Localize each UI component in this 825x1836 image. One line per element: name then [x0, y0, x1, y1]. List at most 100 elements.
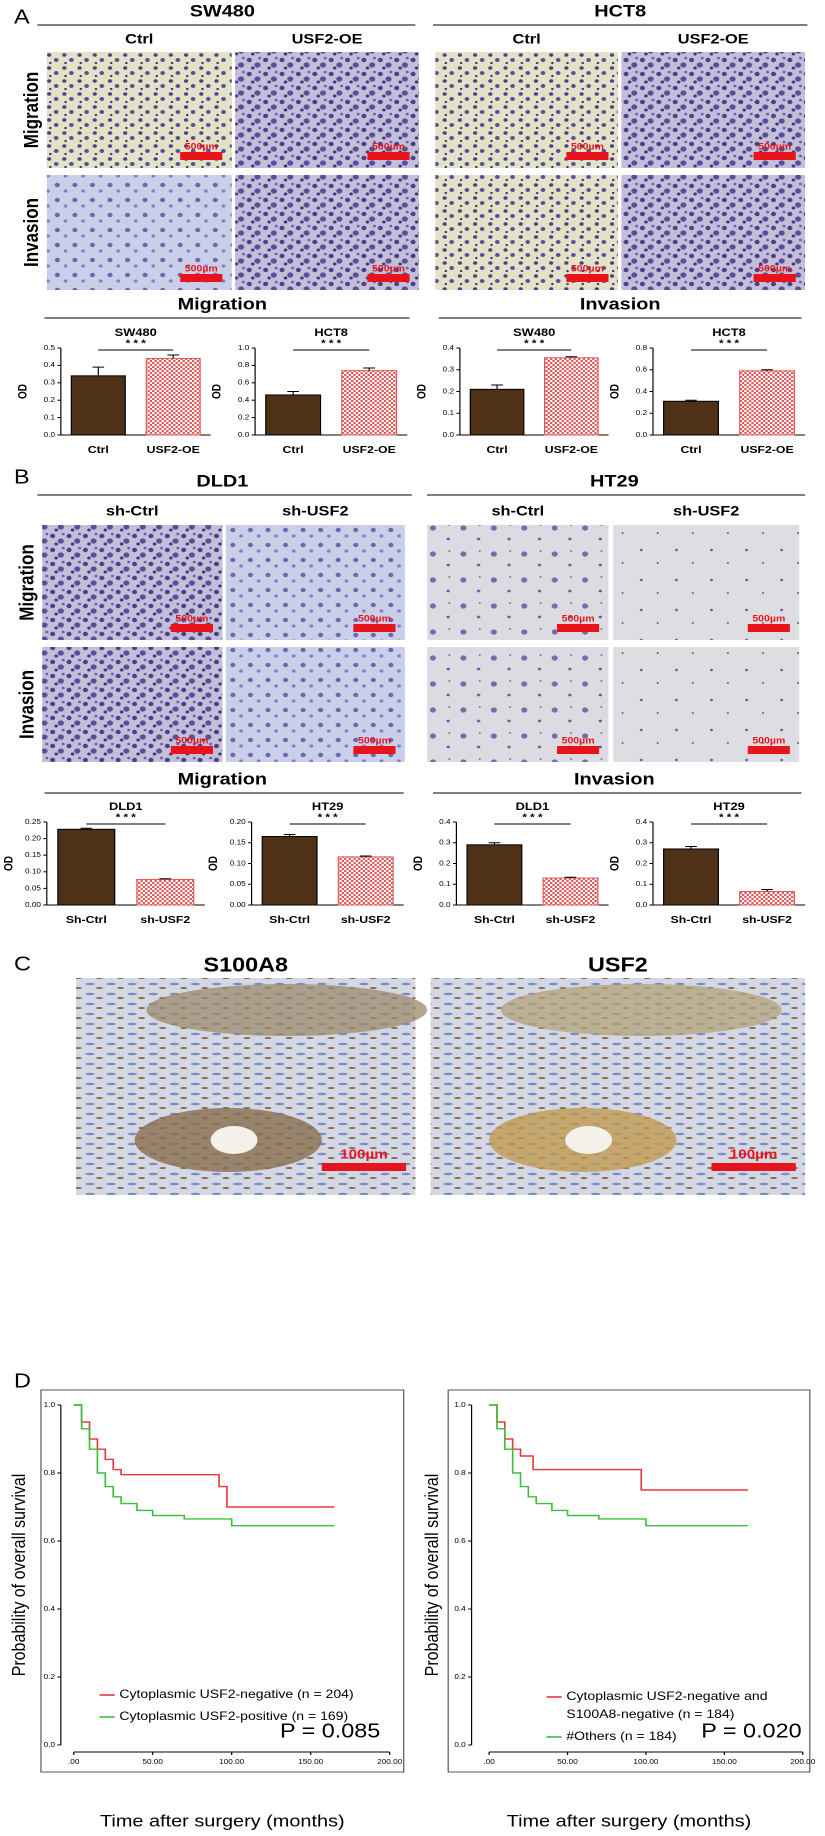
x-tick-label: 150.00 — [298, 1757, 323, 1765]
bar — [57, 828, 116, 906]
error-bar — [283, 833, 296, 837]
scale-bar-label: 500µm — [758, 142, 791, 152]
micrograph — [225, 525, 405, 640]
category-label: sh-USF2 — [546, 915, 596, 926]
scale-bar — [180, 274, 223, 282]
y-tick-label: 0.4 — [636, 817, 648, 825]
scale-bar — [753, 152, 796, 160]
y-tick-label: 0.3 — [636, 838, 647, 846]
y-tick-label: 0.3 — [439, 838, 450, 846]
chart-title: DLD1 — [516, 800, 550, 813]
y-tick-label: 0.4 — [439, 817, 451, 825]
y-tick-label: 0.1 — [636, 880, 647, 888]
error-bar — [167, 354, 180, 359]
stain-title: USF2 — [588, 953, 648, 976]
bar — [337, 856, 394, 906]
error-bar — [488, 842, 501, 845]
y-tick-label: 0.8 — [44, 1468, 55, 1476]
y-tick-label: 0.1 — [44, 413, 55, 421]
bar — [265, 394, 322, 436]
bar — [739, 370, 796, 436]
chart-title: HCT8 — [314, 326, 348, 339]
x-tick-label: 200.00 — [377, 1757, 402, 1765]
panel-label: A — [14, 5, 30, 28]
micrograph — [225, 647, 405, 762]
cell-line-header: HT29 — [590, 471, 639, 490]
scale-bar-label: 500µm — [175, 736, 208, 746]
micrograph — [46, 52, 232, 168]
y-tick-label: 1.0 — [454, 1400, 465, 1408]
y-tick-label: 0.3 — [443, 365, 454, 373]
y-axis-label: OD — [3, 856, 16, 871]
chart-title: SW480 — [513, 326, 556, 339]
p-value: P = 0.085 — [280, 1719, 380, 1742]
y-tick-label: 0.20 — [25, 834, 41, 842]
micrograph — [613, 647, 800, 762]
micrograph — [427, 647, 609, 762]
category-label: sh-USF2 — [341, 915, 391, 926]
scale-bar — [753, 274, 796, 282]
gland-lumen — [210, 1126, 258, 1154]
error-bar — [761, 888, 773, 892]
error-bar — [685, 399, 697, 402]
row-label: Invasion — [20, 198, 43, 267]
scale-bar-label: 500µm — [358, 736, 391, 746]
y-tick-label: 0.10 — [230, 859, 246, 867]
tissue-gland — [146, 984, 428, 1036]
y-tick-label: 0.4 — [238, 396, 250, 404]
p-value: P = 0.020 — [701, 1719, 801, 1742]
micrograph — [613, 525, 800, 640]
scale-bar-label: 100µm — [340, 1146, 388, 1161]
panel-label: D — [14, 1369, 31, 1392]
y-axis-label: OD — [208, 856, 221, 871]
bar — [261, 836, 318, 906]
y-tick-label: 0.0 — [636, 430, 647, 438]
error-bar — [92, 366, 105, 376]
scale-bar — [170, 746, 213, 754]
bar — [663, 848, 719, 906]
y-axis-label: Probability of overall survival — [421, 1474, 443, 1677]
error-bar — [491, 384, 503, 390]
bar — [466, 844, 523, 906]
y-tick-label: 0.10 — [25, 867, 41, 875]
x-tick-label: 50.00 — [142, 1757, 162, 1765]
condition-label: sh-Ctrl — [106, 504, 159, 520]
category-label: Sh-Ctrl — [269, 915, 310, 926]
y-tick-label: 0.6 — [454, 1536, 465, 1544]
scale-bar-label: 500µm — [758, 264, 791, 274]
y-axis-label: OD — [412, 856, 425, 871]
condition-label: USF2-OE — [292, 32, 363, 48]
row-label: Invasion — [15, 670, 38, 739]
scale-bar — [180, 152, 223, 160]
tissue-gland — [500, 984, 782, 1036]
y-axis-label: Probability of overall survival — [8, 1474, 30, 1677]
scale-bar-label: 500µm — [372, 142, 405, 152]
micrograph — [435, 175, 618, 290]
chart-title: HT29 — [312, 800, 344, 813]
scale-bar-label: 500µm — [752, 614, 785, 624]
error-bar — [685, 845, 697, 849]
scale-bar-label: 500µm — [571, 142, 604, 152]
scale-bar-label: 500µm — [185, 264, 218, 274]
error-bar — [761, 369, 773, 371]
y-tick-label: 0.15 — [25, 851, 41, 859]
bar — [469, 388, 525, 436]
error-bar — [564, 876, 577, 879]
scale-bar — [557, 624, 600, 632]
y-tick-label: 0.6 — [636, 365, 647, 373]
micrograph — [46, 175, 232, 290]
row-label: Migration — [15, 544, 38, 620]
significance-label: * * * — [318, 812, 339, 823]
y-tick-label: 0.5 — [44, 343, 55, 351]
stain-title: S100A8 — [203, 953, 288, 976]
bar — [663, 400, 719, 436]
y-tick-label: 0.8 — [454, 1468, 465, 1476]
y-tick-label: 0.0 — [443, 430, 454, 438]
error-bar — [80, 827, 93, 830]
scale-bar-label: 500µm — [562, 736, 595, 746]
chart-title: HT29 — [713, 800, 745, 813]
scale-bar — [747, 624, 790, 632]
x-tick-label: .00 — [483, 1757, 494, 1765]
bar — [739, 891, 796, 906]
scale-bar-label: 500µm — [358, 614, 391, 624]
